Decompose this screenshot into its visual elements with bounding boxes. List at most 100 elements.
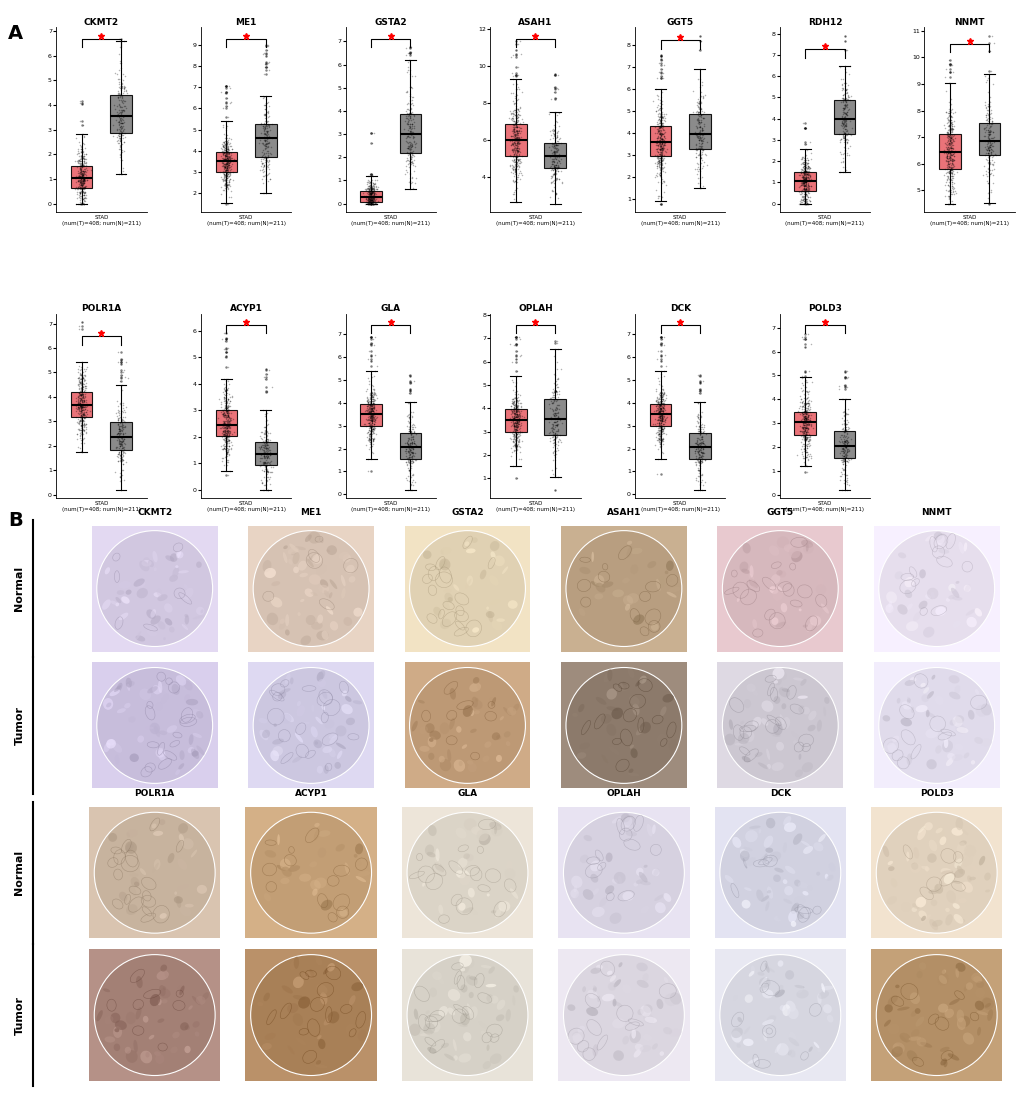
- Point: [984, 157, 1001, 174]
- Point: [218, 180, 234, 197]
- Point: [221, 433, 237, 450]
- Point: [222, 160, 238, 177]
- Title: RDH12: RDH12: [807, 18, 842, 26]
- Point: [365, 180, 381, 197]
- Point: [654, 407, 671, 425]
- Point: [363, 193, 379, 210]
- Point: [403, 476, 419, 494]
- Point: [547, 376, 564, 393]
- Point: [75, 148, 92, 165]
- Point: [403, 430, 419, 448]
- Point: [689, 113, 705, 130]
- Point: [367, 392, 383, 410]
- Point: [74, 412, 91, 429]
- Point: [796, 418, 812, 436]
- Point: [510, 35, 526, 53]
- Point: [365, 195, 381, 212]
- Ellipse shape: [125, 1012, 136, 1024]
- Ellipse shape: [171, 684, 179, 695]
- Point: [796, 180, 812, 197]
- Point: [215, 436, 231, 453]
- Point: [655, 146, 672, 163]
- Point: [71, 380, 88, 397]
- Point: [651, 114, 667, 131]
- Point: [261, 161, 277, 178]
- Point: [545, 147, 561, 164]
- Point: [511, 405, 527, 423]
- Point: [367, 185, 383, 203]
- Point: [510, 394, 526, 412]
- Point: [363, 195, 379, 212]
- Ellipse shape: [458, 1053, 471, 1062]
- Ellipse shape: [794, 897, 804, 904]
- Point: [504, 394, 521, 412]
- Point: [259, 383, 275, 401]
- Point: [362, 396, 378, 414]
- Point: [400, 414, 417, 431]
- Point: [651, 120, 667, 138]
- Point: [546, 441, 562, 459]
- Point: [652, 407, 668, 425]
- Point: [219, 407, 235, 425]
- Point: [113, 402, 129, 419]
- Point: [214, 405, 230, 423]
- Point: [219, 140, 235, 158]
- Point: [364, 413, 380, 430]
- Point: [656, 414, 673, 431]
- Ellipse shape: [185, 699, 198, 705]
- Point: [650, 394, 666, 412]
- Point: [836, 119, 852, 137]
- Ellipse shape: [918, 601, 926, 609]
- Point: [261, 441, 277, 459]
- Ellipse shape: [622, 891, 633, 901]
- Point: [77, 420, 94, 438]
- Point: [507, 414, 524, 431]
- Point: [257, 160, 273, 177]
- Ellipse shape: [615, 684, 628, 691]
- Point: [72, 143, 89, 161]
- Point: [546, 366, 562, 383]
- Ellipse shape: [439, 558, 450, 570]
- Point: [944, 131, 960, 149]
- Point: [542, 410, 558, 427]
- Point: [544, 405, 560, 423]
- Point: [219, 435, 235, 452]
- Point: [834, 440, 850, 458]
- Point: [506, 129, 523, 147]
- Point: [217, 442, 233, 460]
- Point: [219, 416, 235, 434]
- Point: [650, 403, 666, 420]
- Point: [357, 193, 373, 210]
- Point: [73, 382, 90, 400]
- Point: [70, 376, 87, 393]
- Point: [977, 107, 994, 125]
- Point: [548, 416, 565, 434]
- Point: [221, 419, 237, 437]
- Point: [507, 391, 524, 408]
- Point: [511, 405, 527, 423]
- Point: [214, 418, 230, 436]
- Point: [796, 175, 812, 193]
- Point: [365, 388, 381, 405]
- Point: [216, 165, 232, 183]
- Point: [71, 387, 88, 404]
- Point: [690, 439, 706, 457]
- Point: [218, 401, 234, 418]
- Point: [648, 465, 664, 483]
- Point: [218, 149, 234, 166]
- Point: [653, 108, 669, 126]
- Point: [511, 406, 527, 424]
- Point: [111, 115, 127, 132]
- Point: [837, 446, 853, 463]
- Point: [400, 454, 417, 472]
- Point: [68, 158, 85, 175]
- Point: [650, 151, 666, 169]
- Point: [549, 370, 566, 388]
- Point: [259, 136, 275, 153]
- Point: [400, 152, 417, 170]
- Point: [796, 155, 812, 173]
- Point: [215, 125, 231, 142]
- Point: [113, 165, 129, 183]
- Point: [260, 112, 276, 129]
- Ellipse shape: [884, 604, 893, 613]
